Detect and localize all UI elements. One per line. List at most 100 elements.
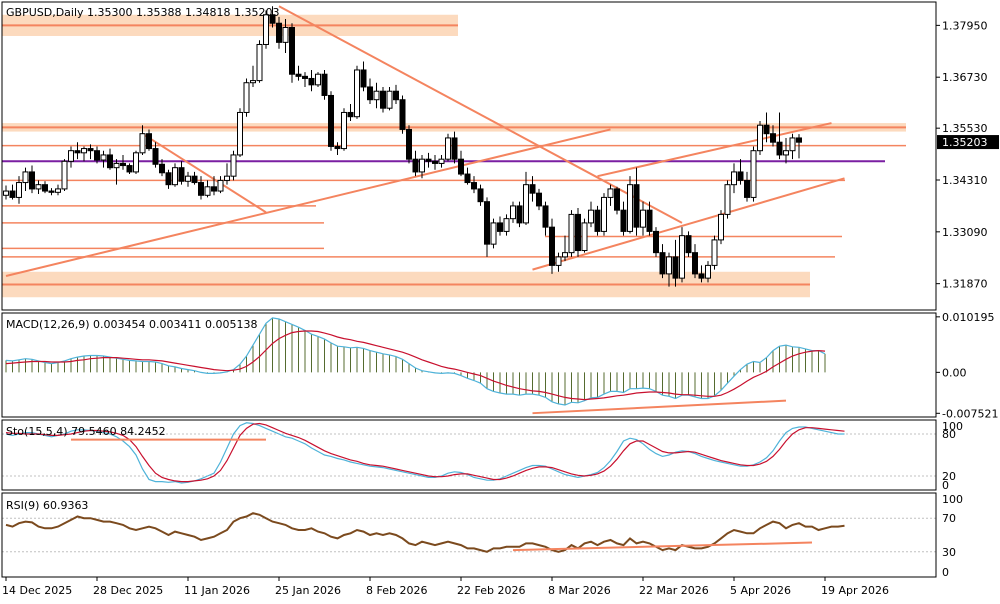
candle-bear	[276, 22, 282, 43]
candle-bull	[562, 252, 568, 258]
candle-bull	[789, 137, 796, 152]
macd-axis-label: 0.00	[942, 366, 967, 379]
candle-bull	[3, 190, 9, 196]
candle-bull	[750, 150, 757, 198]
candle-bull	[510, 205, 516, 220]
candle-bull	[555, 256, 562, 266]
candle-bear	[653, 230, 659, 254]
pane-frame-rsi	[1, 492, 937, 578]
candle-bear	[633, 184, 640, 228]
candle-bear	[516, 205, 523, 224]
candle-bull	[243, 82, 250, 113]
candle-bull	[386, 90, 393, 109]
macd-signal-line	[5, 330, 826, 401]
candle-bear	[399, 99, 406, 130]
candle-bull	[61, 160, 68, 190]
candle-bear	[269, 14, 276, 24]
candle-bear	[87, 148, 94, 152]
last-price-label: 1.35203	[942, 136, 988, 149]
macd-trendline	[532, 399, 787, 415]
candle-bull	[523, 184, 529, 224]
candle-bull	[68, 150, 74, 162]
candle-bull	[705, 264, 711, 279]
candle-bull	[315, 73, 321, 86]
candle-bull	[783, 150, 789, 156]
time-axis-label: 28 Dec 2025	[93, 584, 163, 597]
candle-bull	[22, 171, 29, 184]
candle-bear	[152, 148, 159, 165]
candle-bull	[607, 188, 614, 198]
candle-bear	[178, 167, 185, 182]
candle-bear	[549, 226, 555, 266]
time-axis-label: 19 Apr 2026	[821, 584, 889, 597]
candle-bull	[282, 26, 289, 43]
stoch-axis-label: 20	[942, 470, 956, 483]
candle-bear	[744, 179, 750, 198]
candle-bear	[542, 205, 549, 228]
candle-bull	[217, 179, 224, 192]
candle-bear	[360, 69, 367, 88]
candle-bull	[55, 188, 61, 193]
candle-bull	[35, 184, 42, 190]
candle-bull	[718, 213, 724, 241]
time-axis-label: 5 Apr 2026	[730, 584, 791, 597]
candle-bull	[588, 209, 594, 224]
rsi-axis-label: 30	[942, 546, 956, 559]
candle-bear	[48, 190, 55, 193]
price-axis-label: 1.31870	[942, 278, 988, 291]
stoch-axis-label: 0	[942, 479, 949, 492]
candle-bear	[9, 190, 16, 198]
candle-bull	[172, 167, 178, 186]
candle-bull	[263, 14, 269, 45]
candle-bull	[224, 175, 230, 181]
candle-bull	[640, 209, 646, 228]
candle-bear	[536, 192, 542, 207]
candle-bear	[692, 252, 698, 275]
stoch-axis-label: 80	[942, 428, 956, 441]
candle-bear	[367, 86, 373, 101]
candle-bear	[464, 173, 471, 184]
candle-bear	[529, 184, 536, 194]
trendline	[141, 132, 267, 214]
candle-bull	[581, 222, 588, 252]
candle-bear	[471, 182, 477, 190]
candle-bear	[646, 209, 653, 232]
candle-bear	[672, 256, 679, 279]
macd-header-label: MACD(12,26,9) 0.003454 0.003411 0.005138	[6, 318, 258, 331]
candle-bear	[477, 188, 484, 203]
candle-bull	[230, 154, 237, 177]
candle-bear	[191, 175, 198, 184]
candle-bear	[575, 213, 581, 252]
trendline	[5, 128, 611, 277]
candle-bull	[445, 137, 451, 160]
rsi-axis-label: 70	[942, 512, 956, 525]
candle-bear	[659, 252, 666, 275]
candle-bear	[380, 90, 386, 109]
candle-bull	[490, 222, 497, 245]
pane-frame-macd	[1, 312, 937, 418]
candle-bear	[308, 77, 315, 86]
candle-bear	[770, 133, 776, 143]
candle-bear	[74, 150, 81, 154]
candle-bear	[165, 172, 172, 186]
candle-bear	[796, 137, 802, 143]
price-axis-label: 1.37950	[942, 19, 988, 32]
price-axis-label: 1.36730	[942, 71, 988, 84]
candle-bull	[568, 213, 575, 254]
candle-bear	[295, 73, 302, 77]
candle-bear	[458, 158, 464, 175]
time-axis-label: 14 Dec 2025	[2, 584, 72, 597]
chart-header-label: GBPUSD,Daily 1.35300 1.35388 1.34818 1.3…	[6, 6, 279, 19]
candle-bear	[211, 186, 217, 192]
candle-bull	[185, 175, 191, 182]
candle-bull	[503, 218, 510, 232]
candle-bear	[321, 73, 328, 96]
candle-bull	[204, 186, 211, 196]
candle-bull	[16, 182, 22, 198]
candle-bear	[347, 111, 354, 118]
candle-bear	[698, 273, 705, 279]
candle-bear	[737, 171, 744, 181]
time-axis-label: 25 Jan 2026	[275, 584, 341, 597]
candle-bear	[425, 158, 432, 162]
